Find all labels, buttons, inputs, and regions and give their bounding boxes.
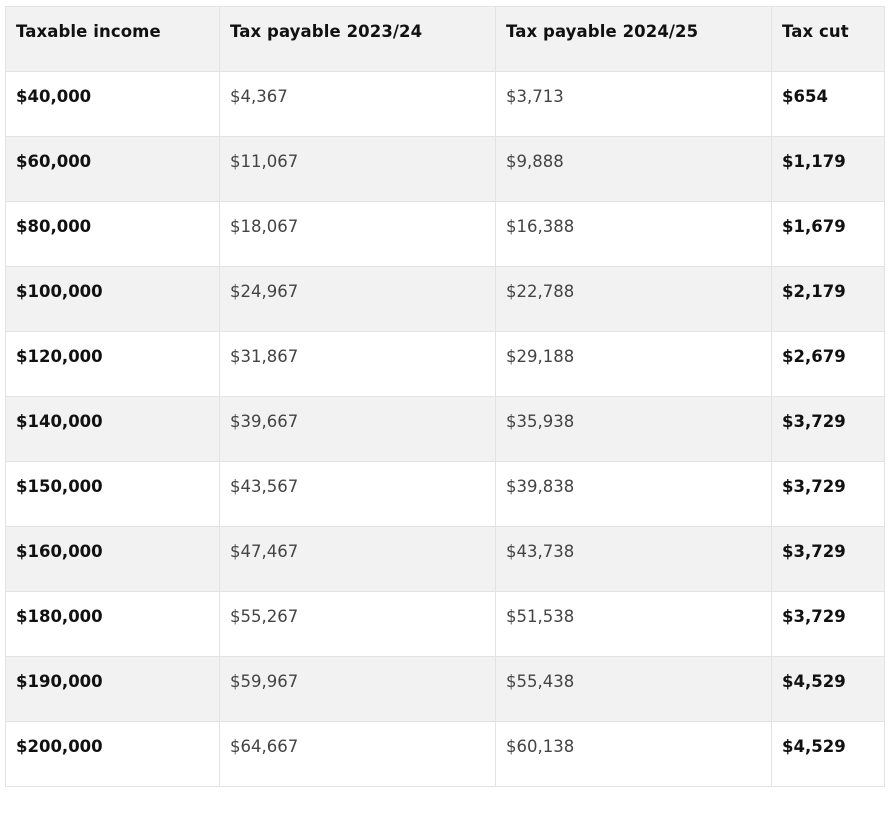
tax-cut-table: Taxable income Tax payable 2023/24 Tax p… <box>5 6 885 787</box>
tax-payable-2024-25-cell: $9,888 <box>495 136 772 202</box>
table-row: $200,000 $64,667 $60,138 $4,529 <box>5 721 885 787</box>
tax-payable-2024-25-cell: $60,138 <box>495 721 772 787</box>
column-header-tax-payable-2024-25: Tax payable 2024/25 <box>495 6 772 72</box>
tax-cut-cell: $3,729 <box>771 396 885 462</box>
table-row: $180,000 $55,267 $51,538 $3,729 <box>5 591 885 657</box>
column-header-taxable-income: Taxable income <box>5 6 220 72</box>
tax-cut-cell: $2,679 <box>771 331 885 397</box>
taxable-income-cell: $160,000 <box>5 526 220 592</box>
tax-payable-2024-25-cell: $43,738 <box>495 526 772 592</box>
taxable-income-cell: $150,000 <box>5 461 220 527</box>
table-row: $120,000 $31,867 $29,188 $2,679 <box>5 331 885 397</box>
tax-payable-2024-25-cell: $55,438 <box>495 656 772 722</box>
tax-payable-2023-24-cell: $43,567 <box>219 461 496 527</box>
tax-payable-2023-24-cell: $18,067 <box>219 201 496 267</box>
tax-payable-2023-24-cell: $39,667 <box>219 396 496 462</box>
table-row: $160,000 $47,467 $43,738 $3,729 <box>5 526 885 592</box>
tax-payable-2024-25-cell: $39,838 <box>495 461 772 527</box>
tax-cut-cell: $3,729 <box>771 591 885 657</box>
taxable-income-cell: $180,000 <box>5 591 220 657</box>
taxable-income-cell: $190,000 <box>5 656 220 722</box>
tax-payable-2023-24-cell: $59,967 <box>219 656 496 722</box>
table-header-row: Taxable income Tax payable 2023/24 Tax p… <box>5 6 885 72</box>
tax-payable-2024-25-cell: $51,538 <box>495 591 772 657</box>
table-row: $100,000 $24,967 $22,788 $2,179 <box>5 266 885 332</box>
tax-payable-2024-25-cell: $3,713 <box>495 71 772 137</box>
tax-payable-2023-24-cell: $64,667 <box>219 721 496 787</box>
taxable-income-cell: $120,000 <box>5 331 220 397</box>
tax-payable-2023-24-cell: $47,467 <box>219 526 496 592</box>
tax-cut-cell: $3,729 <box>771 526 885 592</box>
tax-payable-2024-25-cell: $16,388 <box>495 201 772 267</box>
tax-payable-2024-25-cell: $35,938 <box>495 396 772 462</box>
table-row: $190,000 $59,967 $55,438 $4,529 <box>5 656 885 722</box>
table-body: $40,000 $4,367 $3,713 $654 $60,000 $11,0… <box>5 71 885 787</box>
tax-cut-cell: $1,679 <box>771 201 885 267</box>
tax-cut-cell: $3,729 <box>771 461 885 527</box>
table-row: $150,000 $43,567 $39,838 $3,729 <box>5 461 885 527</box>
column-header-tax-payable-2023-24: Tax payable 2023/24 <box>219 6 496 72</box>
taxable-income-cell: $140,000 <box>5 396 220 462</box>
table-row: $60,000 $11,067 $9,888 $1,179 <box>5 136 885 202</box>
taxable-income-cell: $100,000 <box>5 266 220 332</box>
taxable-income-cell: $80,000 <box>5 201 220 267</box>
tax-cut-table-container: Taxable income Tax payable 2023/24 Tax p… <box>5 6 885 787</box>
tax-cut-cell: $2,179 <box>771 266 885 332</box>
tax-payable-2024-25-cell: $22,788 <box>495 266 772 332</box>
tax-cut-cell: $1,179 <box>771 136 885 202</box>
tax-cut-cell: $4,529 <box>771 656 885 722</box>
tax-payable-2023-24-cell: $4,367 <box>219 71 496 137</box>
tax-payable-2023-24-cell: $31,867 <box>219 331 496 397</box>
tax-payable-2023-24-cell: $11,067 <box>219 136 496 202</box>
column-header-tax-cut: Tax cut <box>771 6 885 72</box>
taxable-income-cell: $60,000 <box>5 136 220 202</box>
table-row: $40,000 $4,367 $3,713 $654 <box>5 71 885 137</box>
tax-payable-2023-24-cell: $55,267 <box>219 591 496 657</box>
table-row: $140,000 $39,667 $35,938 $3,729 <box>5 396 885 462</box>
taxable-income-cell: $200,000 <box>5 721 220 787</box>
taxable-income-cell: $40,000 <box>5 71 220 137</box>
tax-cut-cell: $4,529 <box>771 721 885 787</box>
tax-cut-cell: $654 <box>771 71 885 137</box>
table-row: $80,000 $18,067 $16,388 $1,679 <box>5 201 885 267</box>
tax-payable-2023-24-cell: $24,967 <box>219 266 496 332</box>
tax-payable-2024-25-cell: $29,188 <box>495 331 772 397</box>
